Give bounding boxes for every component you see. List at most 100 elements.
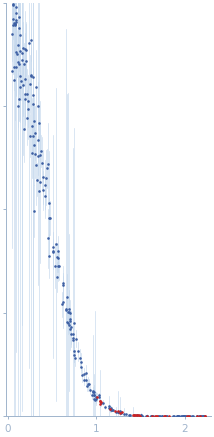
Point: [155, 413, 158, 420]
Point: [198, 413, 201, 420]
Point: [60, 301, 64, 308]
Point: [16, 42, 20, 49]
Point: [31, 74, 34, 81]
Point: [68, 310, 72, 317]
Point: [95, 394, 98, 401]
Point: [51, 247, 54, 254]
Point: [181, 413, 184, 420]
Point: [30, 73, 33, 80]
Point: [187, 413, 190, 420]
Point: [137, 412, 140, 419]
Point: [128, 411, 131, 418]
Point: [108, 403, 111, 410]
Point: [93, 396, 96, 403]
Point: [110, 407, 113, 414]
Point: [181, 413, 185, 420]
Point: [24, 75, 27, 82]
Point: [133, 412, 137, 419]
Point: [58, 263, 61, 270]
Point: [97, 392, 100, 399]
Point: [108, 406, 111, 413]
Point: [36, 137, 40, 144]
Point: [22, 125, 25, 132]
Point: [116, 409, 119, 416]
Point: [140, 412, 144, 419]
Point: [42, 173, 45, 180]
Point: [133, 412, 136, 419]
Point: [201, 413, 204, 420]
Point: [131, 412, 135, 419]
Point: [24, 95, 27, 102]
Point: [120, 409, 123, 416]
Point: [17, 14, 21, 21]
Point: [24, 57, 27, 64]
Point: [163, 413, 167, 420]
Point: [93, 396, 96, 403]
Point: [11, 16, 14, 23]
Point: [72, 351, 76, 358]
Point: [18, 73, 22, 80]
Point: [38, 179, 42, 186]
Point: [195, 413, 199, 420]
Point: [34, 84, 38, 91]
Point: [16, 59, 19, 66]
Point: [68, 326, 72, 333]
Point: [14, 49, 18, 56]
Point: [92, 388, 95, 395]
Point: [16, 102, 20, 109]
Point: [101, 399, 104, 406]
Point: [71, 336, 74, 343]
Point: [182, 413, 185, 420]
Point: [192, 413, 195, 420]
Point: [145, 412, 149, 419]
Point: [68, 315, 72, 322]
Point: [13, 21, 16, 28]
Point: [28, 81, 31, 88]
Point: [24, 45, 27, 52]
Point: [11, 68, 14, 75]
Point: [203, 413, 206, 420]
Point: [177, 413, 180, 420]
Point: [187, 413, 190, 420]
Point: [103, 403, 106, 410]
Point: [203, 413, 206, 420]
Point: [61, 279, 64, 286]
Point: [183, 413, 186, 420]
Point: [32, 208, 36, 215]
Point: [138, 412, 141, 419]
Point: [66, 319, 70, 326]
Point: [54, 262, 57, 269]
Point: [171, 413, 175, 420]
Point: [92, 392, 95, 399]
Point: [30, 150, 34, 157]
Point: [86, 381, 89, 388]
Point: [111, 407, 115, 414]
Point: [98, 400, 101, 407]
Point: [12, 64, 15, 71]
Point: [154, 413, 157, 420]
Point: [115, 409, 118, 416]
Point: [98, 398, 101, 405]
Point: [49, 214, 52, 221]
Point: [91, 387, 94, 394]
Point: [140, 412, 143, 419]
Point: [117, 408, 120, 415]
Point: [98, 397, 101, 404]
Point: [32, 118, 36, 125]
Point: [177, 413, 180, 420]
Point: [18, 48, 21, 55]
Point: [61, 299, 64, 306]
Point: [88, 381, 91, 388]
Point: [134, 411, 138, 418]
Point: [38, 152, 41, 159]
Point: [26, 97, 30, 104]
Point: [84, 369, 88, 376]
Point: [135, 412, 138, 419]
Point: [172, 413, 175, 420]
Point: [66, 309, 70, 316]
Point: [65, 294, 68, 301]
Point: [43, 181, 46, 188]
Point: [12, 77, 15, 84]
Point: [84, 377, 88, 384]
Point: [163, 413, 167, 420]
